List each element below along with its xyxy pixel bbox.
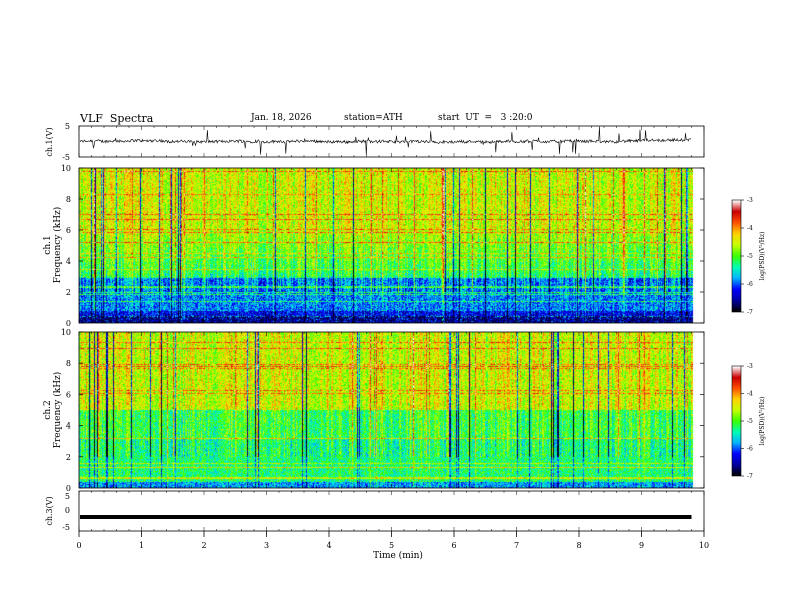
x-tick-label: 5 — [389, 541, 394, 550]
ch3-waveform-frame — [78, 490, 705, 532]
ch1-waveform-ylabel: ch.1(V) — [45, 127, 54, 156]
ch3-ytick-5: 5 — [65, 492, 70, 501]
ch1-colorbar-tick-label: -3 — [747, 197, 753, 204]
x-tick-label: 1 — [139, 541, 144, 550]
ch2-colorbar-tick-label: -6 — [747, 446, 753, 453]
ch1-colorbar-tick-label: -7 — [747, 309, 753, 316]
ch2-colorbar: -3 -4 -5 -6 -7 log(PSD)(V²/Hz) — [731, 363, 766, 480]
ch1-spec-ytick-label: 0 — [66, 319, 71, 328]
ch1-colorbar-tick-label: -4 — [747, 225, 753, 232]
ch1-waveform-line — [79, 126, 692, 156]
station-label: station=ATH — [344, 113, 403, 123]
ch2-spectrogram-image — [79, 332, 704, 488]
ch1-spec-ytick-label: 4 — [66, 257, 71, 266]
x-axis-label: Time (min) — [373, 550, 423, 561]
date-label: Jan. 18, 2026 — [251, 113, 312, 123]
ch2-spec-ylabel-line2: Frequency (kHz) — [52, 372, 63, 449]
ch2-colorbar-tick-label: -5 — [747, 418, 753, 425]
x-tick-label: 3 — [264, 541, 269, 550]
ch1-ytick-minus5: -5 — [62, 153, 70, 162]
ch1-spectrogram-panel: 0 2 4 6 8 10 ch.1 Frequency (kHz) — [43, 164, 705, 328]
ch1-spec-ytick-label: 10 — [61, 164, 71, 173]
x-tick-label: 8 — [576, 541, 581, 550]
ch1-waveform-panel: 5 -5 ch.1(V) — [45, 122, 705, 162]
ch2-colorbar-label: log(PSD)(V²/Hz) — [759, 397, 766, 446]
ch1-spec-ytick-label: 8 — [66, 195, 71, 204]
ch2-spec-ytick-label: 8 — [66, 359, 71, 368]
x-tick-label: 7 — [514, 541, 519, 550]
ch2-spec-ytick-label: 6 — [66, 390, 71, 399]
ch1-spectrogram-image — [79, 168, 704, 323]
x-tick-label: 6 — [451, 541, 456, 550]
ch1-colorbar-tick-label: -6 — [747, 281, 753, 288]
ch2-spec-ytick-label: 10 — [61, 328, 71, 337]
x-tick-label: 9 — [639, 541, 644, 550]
ch1-ytick-5: 5 — [65, 122, 70, 131]
ch2-colorbar-tick-label: -7 — [747, 473, 753, 480]
ch2-spec-ylabel-line1: ch.2 — [43, 400, 53, 419]
ch1-spec-ylabel-line2: Frequency (kHz) — [52, 207, 63, 284]
ch3-ytick-minus5: -5 — [62, 523, 70, 532]
ch2-spec-ytick-label: 2 — [66, 453, 71, 462]
x-tick-label: 10 — [699, 541, 709, 550]
ch1-spec-ytick-label: 2 — [66, 288, 71, 297]
ch1-spec-ylabel-line1: ch.1 — [43, 235, 53, 254]
ch1-colorbar-tick-label: -5 — [747, 253, 753, 260]
ch1-spec-ytick-label: 6 — [66, 226, 71, 235]
ch1-colorbar-image — [732, 200, 741, 312]
ch2-spec-ytick-label: 0 — [66, 484, 71, 493]
ch2-colorbar-tick-label: -3 — [747, 363, 753, 370]
ch1-colorbar-label: log(PSD)(V²/Hz) — [759, 232, 766, 281]
x-tick-label: 4 — [326, 541, 331, 550]
x-tick-label: 0 — [76, 541, 81, 550]
x-tick-label: 2 — [201, 541, 206, 550]
ch2-spectrogram-panel: 0 2 4 6 8 10 ch.2 Frequency (kHz) — [43, 328, 705, 493]
chart-title: VLF Spectra — [80, 112, 154, 125]
start-ut-label: start UT = 3 :20:0 — [438, 113, 533, 123]
ch3-waveform-ylabel: ch.3(V) — [45, 496, 54, 525]
time-axis: 0 1 2 3 4 5 6 7 8 9 10 — [76, 126, 709, 550]
ch2-spec-ytick-label: 4 — [66, 422, 71, 431]
ch3-waveform-panel: 5 0 -5 ch.3(V) — [45, 490, 705, 532]
ch3-ytick-0: 0 — [65, 506, 70, 515]
ch2-colorbar-image — [732, 366, 741, 476]
ch1-colorbar: -3 -4 -5 -6 -7 log(PSD)(V²/Hz) — [731, 197, 766, 316]
ch2-colorbar-tick-label: -4 — [747, 391, 753, 398]
